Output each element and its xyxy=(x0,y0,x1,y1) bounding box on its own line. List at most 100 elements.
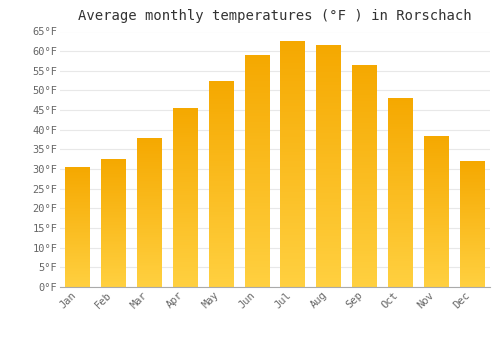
Bar xyxy=(244,75,270,78)
Bar xyxy=(460,199,484,201)
Bar xyxy=(101,193,126,194)
Bar xyxy=(316,91,342,93)
Bar xyxy=(101,194,126,196)
Bar xyxy=(424,219,449,221)
Bar xyxy=(460,189,484,191)
Bar xyxy=(208,233,234,236)
Bar xyxy=(244,96,270,99)
Bar xyxy=(101,201,126,202)
Bar xyxy=(101,225,126,226)
Bar xyxy=(244,148,270,151)
Bar xyxy=(244,252,270,255)
Bar xyxy=(66,218,90,219)
Bar xyxy=(280,238,305,241)
Bar xyxy=(66,230,90,232)
Bar xyxy=(173,115,198,117)
Bar xyxy=(316,205,342,209)
Bar xyxy=(244,180,270,183)
Bar xyxy=(137,278,162,280)
Bar xyxy=(460,265,484,267)
Bar xyxy=(101,172,126,174)
Bar xyxy=(244,113,270,116)
Bar xyxy=(66,187,90,188)
Bar xyxy=(101,230,126,231)
Bar xyxy=(388,200,413,202)
Bar xyxy=(424,139,449,141)
Bar xyxy=(137,242,162,244)
Bar xyxy=(101,234,126,236)
Bar xyxy=(66,238,90,239)
Bar xyxy=(208,272,234,274)
Bar xyxy=(424,268,449,270)
Bar xyxy=(280,72,305,75)
Bar xyxy=(101,226,126,228)
Bar xyxy=(208,155,234,158)
Bar xyxy=(424,247,449,249)
Bar xyxy=(316,175,342,178)
Bar xyxy=(244,84,270,87)
Bar xyxy=(352,98,377,101)
Bar xyxy=(101,212,126,214)
Bar xyxy=(388,249,413,252)
Bar xyxy=(66,234,90,236)
Bar xyxy=(66,251,90,253)
Bar xyxy=(137,248,162,250)
Bar xyxy=(424,172,449,174)
Bar xyxy=(173,126,198,128)
Bar xyxy=(137,240,162,242)
Bar xyxy=(101,281,126,282)
Bar xyxy=(316,278,342,281)
Bar xyxy=(280,164,305,167)
Bar xyxy=(388,134,413,136)
Bar xyxy=(101,268,126,270)
Bar xyxy=(208,125,234,127)
Bar xyxy=(244,258,270,261)
Bar xyxy=(316,269,342,272)
Bar xyxy=(460,194,484,196)
Bar xyxy=(208,223,234,225)
Bar xyxy=(208,251,234,253)
Bar xyxy=(388,195,413,197)
Bar xyxy=(280,189,305,192)
Bar xyxy=(244,229,270,232)
Bar xyxy=(101,276,126,278)
Bar xyxy=(460,196,484,197)
Bar xyxy=(460,274,484,276)
Bar xyxy=(280,229,305,232)
Bar xyxy=(101,222,126,223)
Bar xyxy=(280,281,305,284)
Bar xyxy=(244,107,270,110)
Bar xyxy=(66,267,90,269)
Bar xyxy=(388,223,413,226)
Bar xyxy=(66,256,90,257)
Bar xyxy=(208,243,234,246)
Bar xyxy=(316,260,342,263)
Bar xyxy=(316,209,342,211)
Bar xyxy=(66,198,90,200)
Bar xyxy=(244,162,270,165)
Bar xyxy=(101,182,126,183)
Bar xyxy=(280,140,305,143)
Bar xyxy=(352,148,377,151)
Bar xyxy=(101,196,126,197)
Bar xyxy=(280,121,305,124)
Bar xyxy=(101,273,126,274)
Bar xyxy=(316,88,342,91)
Bar xyxy=(66,211,90,212)
Bar xyxy=(424,170,449,172)
Bar xyxy=(173,231,198,233)
Bar xyxy=(208,256,234,259)
Bar xyxy=(173,233,198,236)
Bar xyxy=(208,184,234,187)
Bar xyxy=(388,209,413,211)
Bar xyxy=(352,129,377,132)
Bar xyxy=(173,276,198,278)
Bar xyxy=(424,166,449,168)
Bar xyxy=(66,233,90,235)
Bar xyxy=(101,247,126,248)
Bar xyxy=(316,187,342,190)
Bar xyxy=(137,244,162,246)
Bar xyxy=(173,128,198,131)
Bar xyxy=(352,137,377,140)
Bar xyxy=(244,232,270,235)
